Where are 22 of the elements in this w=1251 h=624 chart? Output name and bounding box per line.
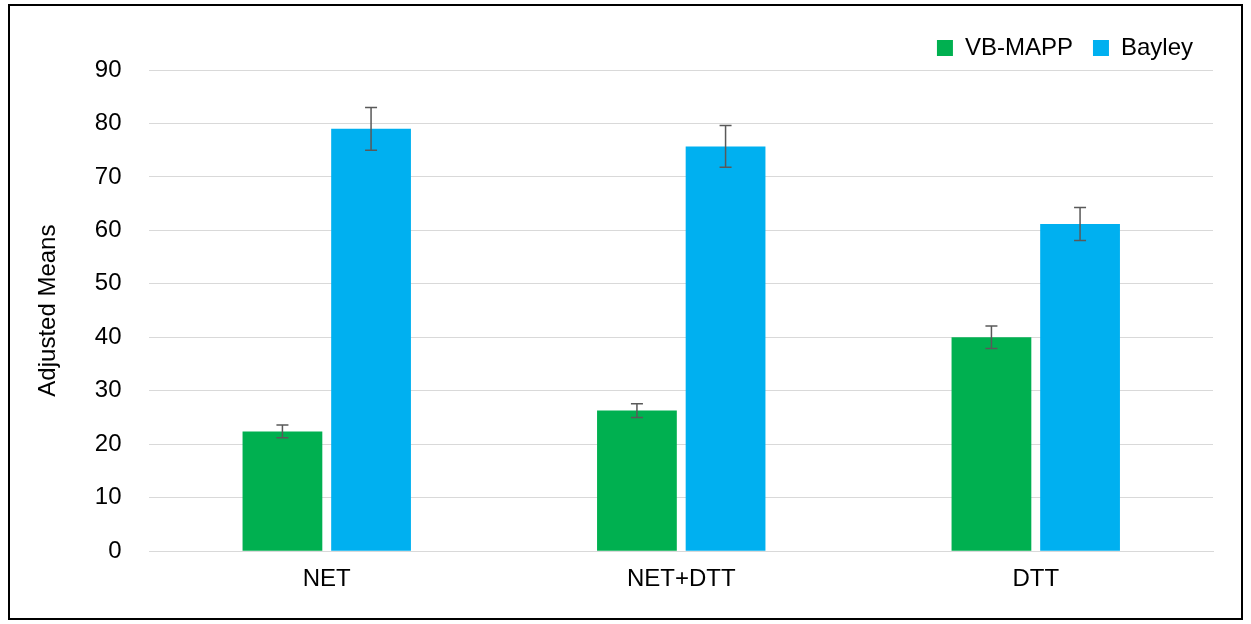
y-tick-label: 90: [94, 54, 122, 82]
x-tick-label: DTT: [1012, 564, 1060, 592]
bar: [242, 431, 323, 551]
y-tick-label: 60: [94, 215, 122, 243]
bar: [951, 337, 1032, 551]
x-tick-label: NET+DTT: [626, 564, 736, 592]
bar: [597, 410, 677, 551]
legend-label: Bayley: [1120, 32, 1194, 60]
y-tick-label: 30: [94, 375, 122, 403]
bar: [685, 146, 766, 551]
y-tick-label: 40: [94, 321, 122, 349]
bar: [1040, 223, 1120, 551]
y-axis-title: Adjusted Means: [33, 224, 61, 397]
legend-label: VB-MAPP: [964, 32, 1073, 60]
y-tick-label: 70: [94, 161, 122, 189]
y-tick-label: 10: [94, 482, 122, 510]
y-tick-label: 50: [94, 268, 122, 296]
bar: [331, 128, 411, 551]
y-tick-label: 80: [94, 108, 122, 136]
y-tick-label: 20: [94, 428, 122, 456]
y-tick-label: 0: [108, 535, 122, 563]
x-tick-label: NET: [302, 564, 352, 592]
